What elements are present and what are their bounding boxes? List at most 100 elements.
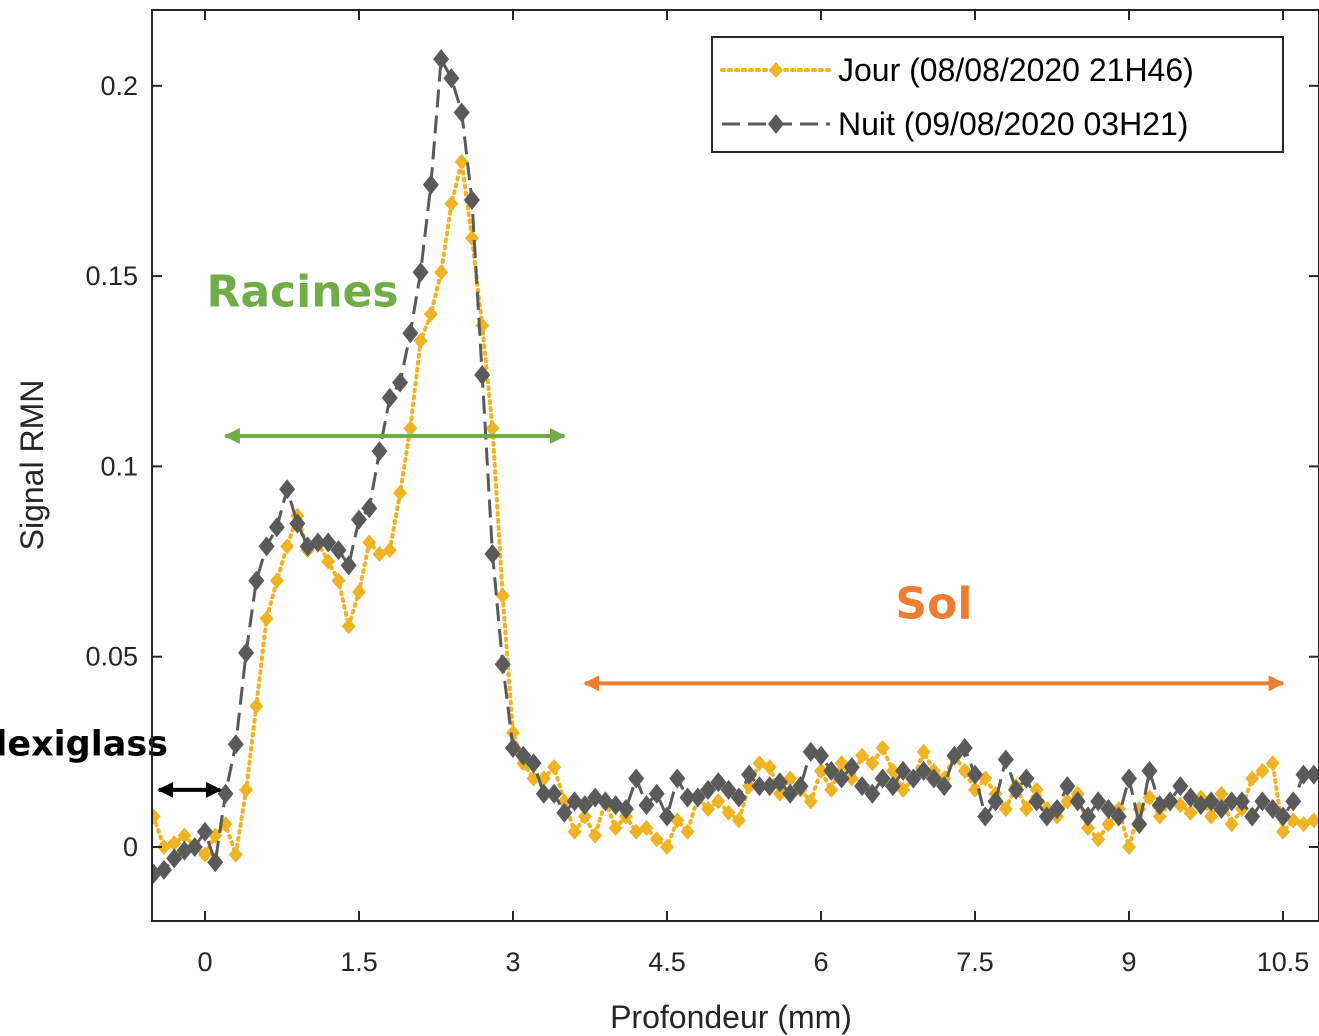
data-point bbox=[762, 759, 777, 776]
data-point bbox=[197, 821, 213, 842]
data-point bbox=[648, 783, 665, 804]
data-point bbox=[177, 827, 192, 844]
data-point bbox=[1049, 798, 1066, 819]
data-point bbox=[956, 738, 973, 759]
annotation-layer: Racines Sol Plexiglass bbox=[0, 267, 1285, 798]
annotation-label: Racines bbox=[206, 267, 398, 318]
data-point bbox=[352, 583, 367, 600]
data-point bbox=[453, 102, 470, 123]
data-point bbox=[269, 572, 284, 589]
data-point bbox=[659, 806, 676, 827]
data-point bbox=[413, 332, 428, 349]
data-point bbox=[515, 745, 532, 766]
data-point bbox=[1091, 831, 1106, 848]
legend-swatch-marker-nuit bbox=[768, 114, 784, 134]
data-point bbox=[905, 768, 922, 789]
data-point bbox=[680, 823, 695, 840]
data-point bbox=[833, 768, 850, 789]
data-point bbox=[1223, 791, 1240, 812]
data-point bbox=[1264, 798, 1281, 819]
legend-box bbox=[711, 36, 1284, 153]
data-point bbox=[228, 846, 243, 863]
data-point bbox=[186, 837, 203, 857]
series-layer bbox=[152, 49, 1319, 884]
data-point bbox=[1182, 787, 1199, 808]
data-point bbox=[249, 698, 264, 715]
data-point bbox=[864, 783, 881, 804]
data-point bbox=[772, 785, 787, 802]
series-0 bbox=[152, 153, 1319, 863]
x-tick-label: 1.5 bbox=[340, 947, 378, 977]
data-point bbox=[1254, 791, 1271, 812]
data-point bbox=[494, 654, 511, 675]
series-line bbox=[153, 57, 1314, 876]
data-point bbox=[1295, 764, 1312, 785]
data-point bbox=[362, 534, 377, 551]
data-point bbox=[1162, 791, 1179, 812]
data-point bbox=[1276, 823, 1291, 840]
annotation-plexiglass: Plexiglass bbox=[0, 725, 223, 798]
data-point bbox=[669, 768, 686, 789]
data-point bbox=[495, 587, 510, 604]
data-point bbox=[844, 770, 859, 787]
y-tick-label: 0 bbox=[123, 832, 138, 862]
data-point bbox=[792, 776, 809, 797]
data-point bbox=[393, 485, 408, 502]
x-tick-label: 3 bbox=[505, 947, 520, 977]
data-point bbox=[535, 783, 552, 804]
x-tick-label: 4.5 bbox=[648, 947, 686, 977]
series-1 bbox=[152, 49, 1319, 884]
data-point bbox=[248, 570, 265, 591]
data-point bbox=[320, 532, 337, 553]
data-point bbox=[987, 791, 1004, 812]
data-point bbox=[1038, 806, 1055, 827]
data-point bbox=[474, 365, 491, 386]
data-point bbox=[268, 517, 285, 538]
data-point bbox=[608, 819, 623, 836]
data-point bbox=[505, 738, 522, 759]
data-point bbox=[1172, 776, 1189, 797]
data-point bbox=[1029, 781, 1044, 798]
data-point bbox=[422, 174, 439, 195]
x-tick-label: 7.5 bbox=[956, 947, 994, 977]
legend: Jour (08/08/2020 21H46) Nuit (09/08/2020… bbox=[711, 36, 1284, 153]
data-point bbox=[423, 306, 438, 323]
data-point bbox=[875, 740, 890, 757]
data-point bbox=[741, 764, 758, 785]
data-point bbox=[977, 806, 994, 827]
data-point bbox=[884, 776, 901, 797]
data-point bbox=[167, 835, 182, 852]
data-point bbox=[1255, 762, 1270, 779]
data-point bbox=[155, 859, 172, 880]
data-point bbox=[443, 68, 460, 89]
data-point bbox=[166, 848, 183, 869]
data-point bbox=[371, 441, 388, 462]
data-point bbox=[865, 755, 880, 772]
data-point bbox=[341, 618, 356, 635]
data-point bbox=[617, 798, 634, 819]
annotation-racines: Racines bbox=[206, 267, 566, 444]
data-point bbox=[525, 753, 542, 774]
data-point bbox=[1080, 819, 1095, 836]
data-point bbox=[238, 642, 255, 663]
data-point bbox=[309, 532, 326, 553]
data-point bbox=[351, 509, 368, 530]
data-point bbox=[1079, 806, 1096, 827]
data-point bbox=[444, 195, 459, 212]
data-point bbox=[751, 776, 768, 797]
data-point bbox=[1183, 804, 1198, 821]
data-point bbox=[557, 793, 572, 810]
data-point bbox=[330, 540, 347, 561]
data-point bbox=[1224, 816, 1239, 833]
data-point bbox=[506, 724, 521, 741]
data-point bbox=[1141, 760, 1158, 781]
data-point bbox=[1019, 800, 1034, 817]
y-tick-label: 0.1 bbox=[100, 451, 138, 481]
data-point bbox=[567, 823, 582, 840]
data-point bbox=[1265, 755, 1280, 772]
data-point bbox=[1121, 768, 1138, 789]
data-point bbox=[484, 543, 501, 564]
data-point bbox=[874, 768, 891, 789]
data-point bbox=[701, 800, 716, 817]
data-point bbox=[700, 779, 717, 800]
